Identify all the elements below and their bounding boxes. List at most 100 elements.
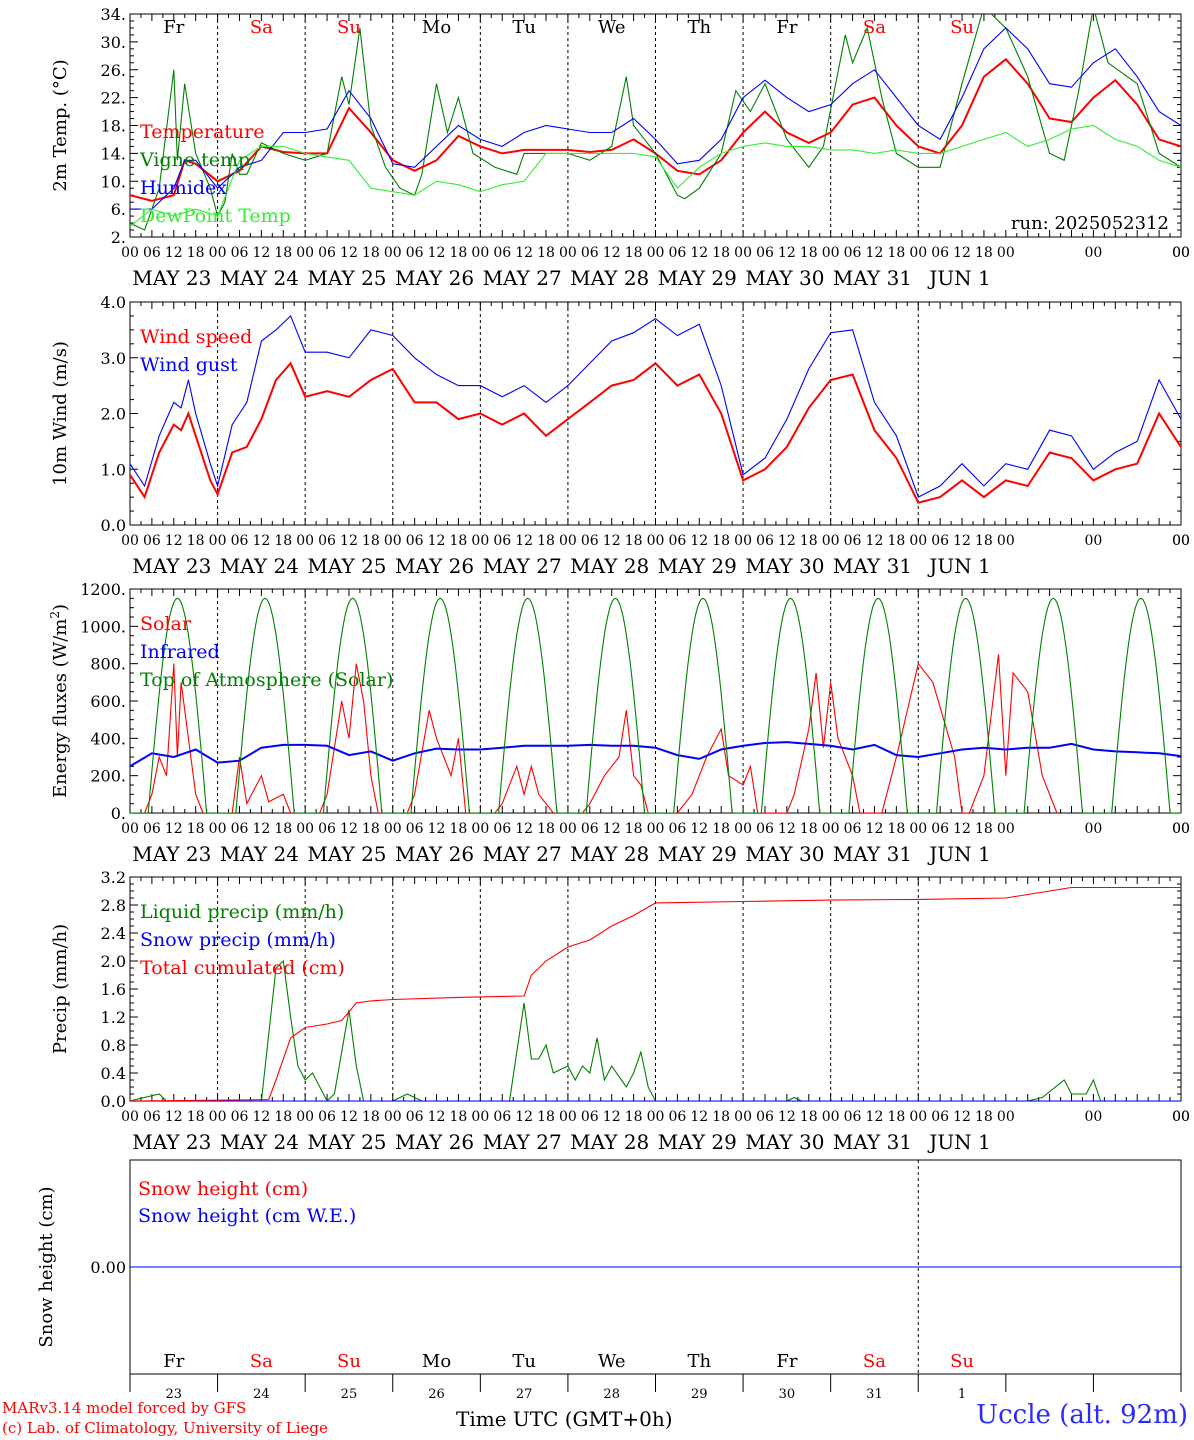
legend-entry: Solar bbox=[140, 613, 192, 635]
weekday-label: Su bbox=[337, 17, 361, 38]
date-label: MAY 29 bbox=[658, 266, 737, 290]
hour-tick-label: 06 bbox=[756, 533, 774, 549]
y-tick-label: 22. bbox=[101, 89, 126, 108]
legend-entry: Snow precip (mm/h) bbox=[140, 929, 336, 951]
date-label: MAY 23 bbox=[132, 554, 211, 578]
hour-tick-label: 12 bbox=[165, 245, 183, 261]
hour-tick-label: 00 bbox=[1172, 1109, 1190, 1125]
date-label: MAY 24 bbox=[220, 842, 299, 866]
legend-entry: Temperature bbox=[140, 121, 264, 143]
hour-tick-label: 00 bbox=[647, 245, 665, 261]
hour-tick-label: 18 bbox=[187, 1109, 205, 1125]
hour-tick-label: 06 bbox=[581, 1109, 599, 1125]
date-label: MAY 27 bbox=[483, 842, 562, 866]
hour-tick-label: 18 bbox=[887, 533, 905, 549]
hour-tick-label: 06 bbox=[844, 533, 862, 549]
hour-tick-label: 06 bbox=[406, 533, 424, 549]
hour-tick-label: 18 bbox=[274, 245, 292, 261]
date-label: MAY 25 bbox=[307, 1130, 386, 1154]
weekday-label: Mo bbox=[422, 1351, 451, 1372]
hour-tick-label: 06 bbox=[931, 245, 949, 261]
y-tick-label: 26. bbox=[101, 61, 126, 80]
hour-tick-label: 00 bbox=[734, 1109, 752, 1125]
hour-tick-label: 06 bbox=[143, 533, 161, 549]
y-tick-label: 200. bbox=[90, 767, 126, 786]
weekday-label: Mo bbox=[422, 17, 451, 38]
hour-tick-label: 18 bbox=[187, 821, 205, 837]
hour-tick-label: 00 bbox=[121, 245, 139, 261]
date-label: JUN 1 bbox=[927, 1130, 990, 1154]
weekday-label: Su bbox=[337, 1351, 361, 1372]
legend-entry: Wind gust bbox=[140, 354, 238, 376]
hour-tick-label: 12 bbox=[428, 533, 446, 549]
legend-entry: Snow height (cm W.E.) bbox=[138, 1205, 356, 1227]
series-line-vigne-temp bbox=[130, 14, 1181, 231]
hour-tick-label: 12 bbox=[953, 533, 971, 549]
day-number-label: 24 bbox=[253, 1387, 270, 1402]
hour-tick-label: 12 bbox=[428, 1109, 446, 1125]
hour-tick-label: 18 bbox=[887, 821, 905, 837]
hour-tick-label: 00 bbox=[1172, 533, 1190, 549]
hour-tick-label: 12 bbox=[690, 821, 708, 837]
hour-tick-label: 06 bbox=[581, 821, 599, 837]
hour-tick-label: 06 bbox=[493, 1109, 511, 1125]
hour-tick-label: 00 bbox=[384, 533, 402, 549]
hour-tick-label: 00 bbox=[997, 821, 1015, 837]
hour-tick-label: 18 bbox=[975, 533, 993, 549]
y-tick-label: 0.0 bbox=[101, 1092, 126, 1111]
hour-tick-label: 18 bbox=[450, 533, 468, 549]
y-axis-title: Snow height (cm) bbox=[36, 1186, 57, 1347]
hour-tick-label: 06 bbox=[143, 821, 161, 837]
date-label: MAY 24 bbox=[220, 554, 299, 578]
y-tick-label: 2.0 bbox=[101, 405, 126, 424]
y-axis-title: 10m Wind (m/s) bbox=[50, 341, 71, 486]
hour-tick-label: 00 bbox=[734, 533, 752, 549]
hour-tick-label: 06 bbox=[668, 821, 686, 837]
hour-tick-label: 06 bbox=[668, 245, 686, 261]
hour-tick-label: 06 bbox=[318, 533, 336, 549]
series-line-infrared bbox=[130, 741, 1181, 768]
hour-tick-label: 18 bbox=[800, 1109, 818, 1125]
hour-tick-label: 00 bbox=[1172, 245, 1190, 261]
series-line-temperature bbox=[130, 57, 1181, 202]
y-tick-label: 600. bbox=[90, 692, 126, 711]
hour-tick-label: 18 bbox=[450, 821, 468, 837]
hour-tick-label: 12 bbox=[866, 1109, 884, 1125]
hour-tick-label: 00 bbox=[734, 821, 752, 837]
hour-tick-label: 00 bbox=[1085, 533, 1103, 549]
date-label: JUN 1 bbox=[927, 842, 990, 866]
hour-tick-label: 00 bbox=[296, 533, 314, 549]
hour-tick-label: 12 bbox=[515, 821, 533, 837]
hour-tick-label: 18 bbox=[187, 245, 205, 261]
hour-tick-label: 00 bbox=[559, 821, 577, 837]
legend-entry: Wind speed bbox=[140, 326, 252, 348]
date-label: MAY 25 bbox=[307, 266, 386, 290]
weekday-label: Su bbox=[950, 1351, 974, 1372]
date-label: MAY 24 bbox=[220, 1130, 299, 1154]
hour-tick-label: 00 bbox=[121, 1109, 139, 1125]
hour-tick-label: 12 bbox=[690, 245, 708, 261]
hour-tick-label: 00 bbox=[997, 533, 1015, 549]
hour-tick-label: 00 bbox=[209, 245, 227, 261]
hour-tick-label: 12 bbox=[340, 821, 358, 837]
hour-tick-label: 00 bbox=[1085, 821, 1103, 837]
y-tick-label: 0.4 bbox=[101, 1064, 126, 1083]
hour-tick-label: 00 bbox=[296, 1109, 314, 1125]
hour-tick-label: 12 bbox=[165, 1109, 183, 1125]
date-label: MAY 27 bbox=[483, 554, 562, 578]
hour-tick-label: 06 bbox=[406, 245, 424, 261]
hour-tick-label: 18 bbox=[625, 245, 643, 261]
hour-tick-label: 18 bbox=[625, 1109, 643, 1125]
date-label: MAY 27 bbox=[483, 1130, 562, 1154]
weekday-label: Sa bbox=[250, 1351, 273, 1372]
date-label: MAY 28 bbox=[570, 842, 649, 866]
day-number-label: 25 bbox=[341, 1387, 358, 1402]
hour-tick-label: 00 bbox=[384, 1109, 402, 1125]
weekday-label: Fr bbox=[776, 1351, 797, 1372]
hour-tick-label: 18 bbox=[537, 821, 555, 837]
date-label: MAY 28 bbox=[570, 554, 649, 578]
y-tick-label: 0. bbox=[111, 804, 126, 823]
plot-frame bbox=[129, 13, 1182, 238]
hour-tick-label: 00 bbox=[1172, 533, 1190, 549]
